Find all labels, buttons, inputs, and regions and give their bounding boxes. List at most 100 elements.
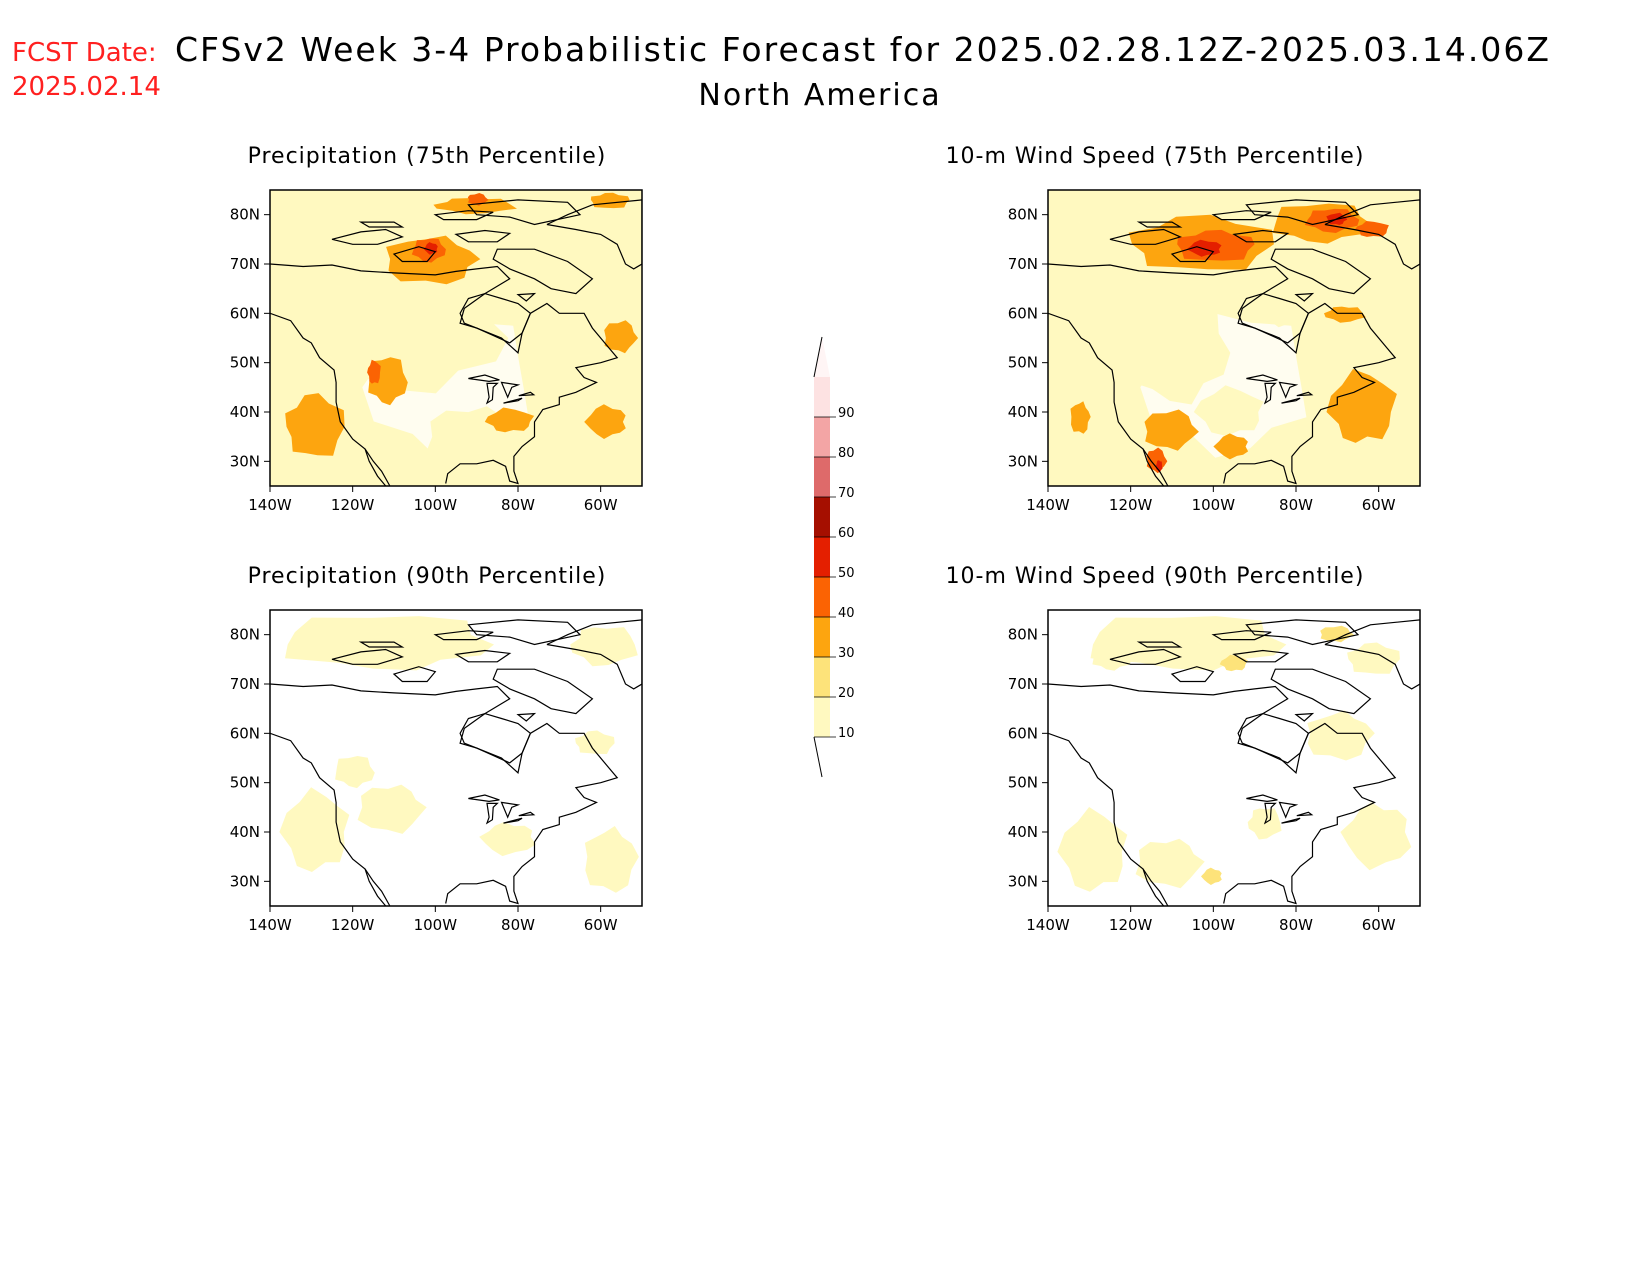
probability-region <box>584 404 626 439</box>
arctic-island-outline <box>1232 229 1290 243</box>
arctic-island-outline <box>467 199 582 226</box>
arctic-island-outline <box>392 246 437 263</box>
coastline-greenland <box>546 619 642 690</box>
arctic-island-outline <box>516 712 537 722</box>
arctic-island-outline <box>433 630 494 641</box>
lat-tick-label: 50N <box>230 774 260 792</box>
arctic-island-outline <box>1294 712 1315 722</box>
map-frame <box>269 189 643 487</box>
arctic-island-outline <box>1136 221 1183 228</box>
great-lake-outline <box>518 811 536 817</box>
map-panel-wind75: 80N 70N 60N 50N 40N 30N 140W 120W 100W 80W 60W <box>1008 189 1421 514</box>
probability-region <box>279 787 350 872</box>
great-lake-outline <box>1263 382 1277 405</box>
colorbar-label: 50 <box>838 566 855 581</box>
arctic-island-outline <box>433 210 494 221</box>
great-lake-outline <box>1246 794 1278 803</box>
probability-region <box>467 193 489 206</box>
probability-region <box>285 393 345 456</box>
probability-region <box>513 319 599 362</box>
lat-tick-label: 80N <box>230 206 260 224</box>
great-lake-outline <box>485 382 499 405</box>
lon-tick-label: 80W <box>1279 496 1313 514</box>
lat-tick-label: 60N <box>1008 724 1038 742</box>
coastline-baja <box>1142 868 1165 906</box>
coastline-hudson-bay <box>459 292 532 344</box>
probability-region <box>1135 838 1205 889</box>
arctic-island-outline <box>1270 668 1372 715</box>
coastline-greenland <box>546 199 642 270</box>
probability-region <box>575 730 615 754</box>
lon-tick-label: 60W <box>584 916 618 934</box>
colorbar-bottom-edge <box>813 736 823 778</box>
probability-region <box>479 822 536 857</box>
lat-tick-label: 30N <box>1008 452 1038 470</box>
probability-region <box>1307 710 1375 761</box>
lat-tick-label: 70N <box>230 675 260 693</box>
arctic-island-outline <box>358 641 405 648</box>
probability-region <box>604 320 639 354</box>
lat-tick-label: 80N <box>1008 626 1038 644</box>
coastline-layer <box>1048 199 1420 486</box>
colorbar-label: 20 <box>838 686 855 701</box>
lat-tick-label: 30N <box>230 872 260 890</box>
lon-tick-label: 140W <box>248 916 292 934</box>
arctic-island-outline <box>1170 666 1215 683</box>
lon-tick-label: 140W <box>1026 496 1070 514</box>
arctic-island-outline <box>492 668 594 715</box>
arctic-island-outline <box>1170 246 1215 263</box>
great-lake-outline <box>518 391 536 397</box>
great-lake-outline <box>485 802 499 825</box>
colorbar-top-extension <box>814 337 830 377</box>
colorbar-legend: 10 20 30 40 50 60 70 80 90 <box>813 336 855 778</box>
lat-tick-label: 70N <box>230 255 260 273</box>
lon-tick-label: 60W <box>1362 496 1396 514</box>
colorbar-bottom-extension <box>814 737 830 777</box>
probability-region <box>1057 807 1128 892</box>
lat-tick-label: 40N <box>1008 823 1038 841</box>
arctic-island-outline <box>1232 649 1290 663</box>
colorbar-box <box>814 457 830 497</box>
coastline-greenland <box>1324 619 1420 690</box>
coastline-hudson-bay <box>1237 292 1310 344</box>
lat-tick-label: 70N <box>1008 675 1038 693</box>
panel-title-wind75: 10-m Wind Speed (75th Percentile) <box>945 144 1365 169</box>
arctic-island-outline <box>331 228 405 245</box>
colorbar-box <box>814 497 830 537</box>
great-lake-outline <box>1278 381 1299 399</box>
arctic-island-outline <box>492 248 594 295</box>
lat-tick-label: 70N <box>1008 255 1038 273</box>
probability-region <box>1193 385 1264 436</box>
colorbar-label: 30 <box>838 646 855 661</box>
coastline-hudson-bay <box>459 712 532 764</box>
great-lake-outline <box>1281 817 1301 824</box>
probability-region <box>357 784 427 834</box>
map-panel-precip90: 80N 70N 60N 50N 40N 30N 140W 120W 100W 80W 60W <box>230 609 643 934</box>
coastline-baja <box>364 448 387 486</box>
arctic-island-outline <box>1211 210 1272 221</box>
coastline-baja <box>364 868 387 906</box>
fcst-date-block: FCST Date: 2025.02.14 <box>12 36 161 104</box>
lat-tick-label: 40N <box>1008 403 1038 421</box>
colorbar-label: 70 <box>838 486 855 501</box>
great-lake-outline <box>500 801 521 819</box>
lon-tick-label: 120W <box>1109 916 1153 934</box>
colorbar-label: 60 <box>838 526 855 541</box>
probability-region <box>1144 409 1199 451</box>
colorbar-box <box>814 577 830 617</box>
arctic-island-outline <box>467 619 582 646</box>
map-panel-wind90: 80N 70N 60N 50N 40N 30N 140W 120W 100W 80W 60W <box>1008 609 1421 934</box>
probability-region <box>1354 243 1409 310</box>
arctic-island-outline <box>1245 619 1360 646</box>
lat-tick-label: 30N <box>230 452 260 470</box>
region-title: North America <box>0 78 1650 113</box>
lon-tick-label: 60W <box>1362 916 1396 934</box>
coastline-west <box>1048 312 1169 486</box>
map-frame <box>1047 189 1421 487</box>
lat-tick-label: 40N <box>230 823 260 841</box>
probability-region <box>367 359 381 384</box>
probability-region <box>1340 802 1412 871</box>
lat-tick-label: 60N <box>1008 304 1038 322</box>
map-frame <box>269 609 643 907</box>
probability-region <box>1326 369 1397 443</box>
